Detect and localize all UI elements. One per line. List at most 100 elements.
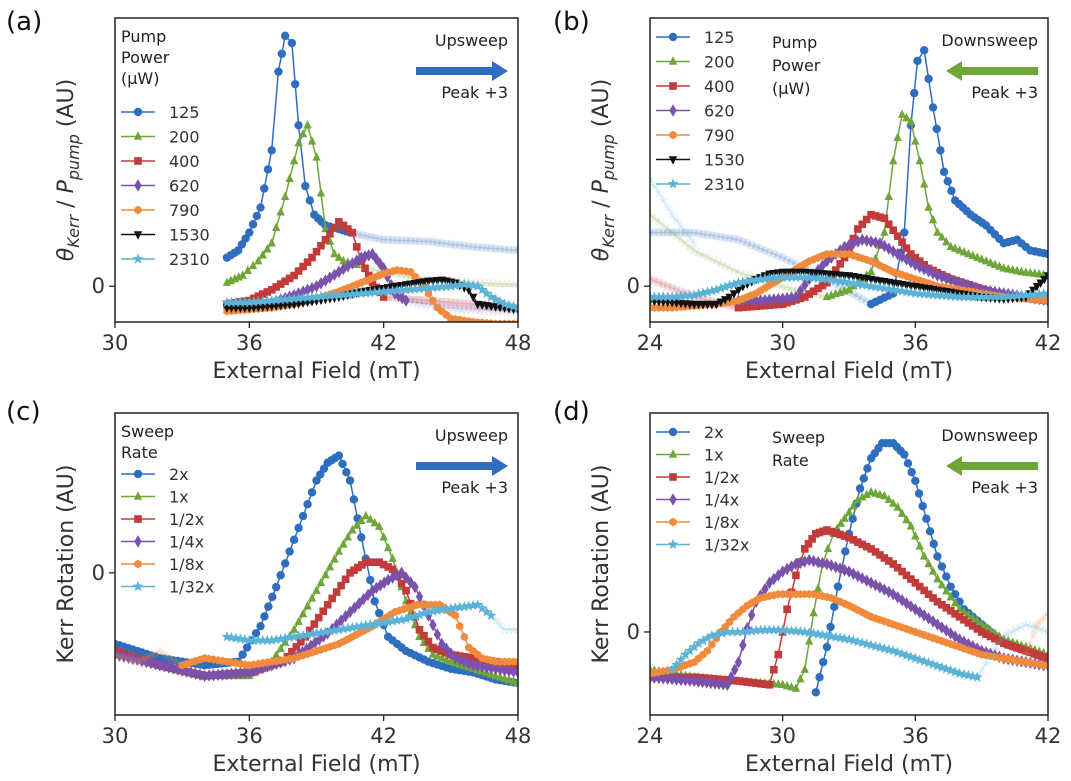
data-point <box>971 291 983 302</box>
legend-label: 1530 <box>704 151 745 170</box>
data-point <box>239 296 251 307</box>
data-point <box>316 188 326 197</box>
data-point <box>388 571 397 584</box>
data-point <box>986 257 995 267</box>
data-point <box>666 664 678 675</box>
faded-point <box>460 241 469 251</box>
data-point <box>657 291 669 302</box>
plot-area <box>650 45 1048 312</box>
data-point <box>353 243 361 251</box>
data-point <box>943 177 952 186</box>
faded-point <box>738 237 748 246</box>
faded-point <box>765 248 774 257</box>
data-point <box>373 286 385 297</box>
legend-label: 1x <box>169 488 189 507</box>
data-point <box>849 567 858 581</box>
data-point <box>854 225 862 233</box>
data-point <box>205 669 213 682</box>
data-point <box>862 574 871 587</box>
data-point <box>915 541 924 550</box>
data-point <box>418 607 430 618</box>
data-point <box>456 653 464 667</box>
data-point <box>258 290 267 298</box>
data-point <box>706 285 718 296</box>
data-point <box>885 242 893 255</box>
data-point <box>402 294 410 307</box>
data-point <box>962 291 974 302</box>
data-point <box>355 620 367 631</box>
sweep-label: Upsweep <box>435 426 508 445</box>
legend: Pump Power (μW) 125 200 400 620 790 1530 2310 <box>656 28 821 194</box>
data-point <box>794 625 806 637</box>
faded-point <box>694 294 703 302</box>
faded-point <box>503 624 515 635</box>
data-point <box>226 296 237 307</box>
data-point <box>396 614 407 625</box>
data-point <box>880 554 889 562</box>
data-point <box>248 260 258 270</box>
data-point <box>755 624 766 635</box>
data-point <box>290 271 298 280</box>
data-point <box>325 561 335 571</box>
data-point <box>790 271 802 282</box>
data-point <box>867 545 875 553</box>
data-point <box>314 613 323 622</box>
data-point <box>297 638 305 646</box>
data-point <box>933 552 942 561</box>
faded-point <box>659 280 668 289</box>
data-point <box>445 602 457 614</box>
data-point <box>783 291 791 305</box>
data-point <box>969 280 977 294</box>
data-point <box>867 576 875 590</box>
faded-point <box>662 201 674 213</box>
data-point <box>429 618 437 632</box>
data-point <box>756 294 765 307</box>
data-point <box>372 581 381 595</box>
faded-point <box>455 299 464 307</box>
legend-label: 2x <box>704 423 724 442</box>
data-point <box>743 303 752 311</box>
data-point <box>720 296 730 305</box>
data-point <box>777 271 789 282</box>
y-axis-label-part: / <box>54 193 79 214</box>
data-point <box>893 232 902 240</box>
faded-point <box>490 614 502 625</box>
data-point <box>370 597 379 606</box>
data-point <box>272 283 280 291</box>
faded-point <box>415 296 424 309</box>
x-axis-label: External Field (mT) <box>745 752 953 777</box>
faded-point <box>672 286 681 294</box>
data-point <box>366 575 375 585</box>
faded-point <box>685 228 694 237</box>
data-point <box>947 186 956 196</box>
faded-point <box>756 244 765 253</box>
data-point <box>911 531 920 540</box>
data-point <box>746 625 758 636</box>
data-point <box>315 626 327 638</box>
data-point <box>252 634 264 645</box>
data-point <box>334 451 344 460</box>
data-point <box>924 558 933 568</box>
data-point <box>288 647 296 656</box>
faded-point <box>1011 623 1023 634</box>
data-point <box>813 583 823 592</box>
data-point <box>350 566 358 575</box>
data-point <box>892 646 904 657</box>
data-point <box>291 79 300 89</box>
data-point <box>737 626 749 637</box>
data-point <box>248 220 258 229</box>
data-point <box>428 649 438 658</box>
data-point <box>733 276 744 288</box>
data-point <box>297 629 309 641</box>
data-point <box>151 657 159 671</box>
data-point <box>1044 296 1048 305</box>
data-point <box>995 637 1004 645</box>
data-point <box>848 514 857 523</box>
faded-point <box>707 231 717 240</box>
data-point <box>858 220 867 229</box>
legend-marker <box>132 580 144 592</box>
data-point <box>761 293 769 307</box>
data-point <box>334 252 344 261</box>
data-point <box>330 554 339 563</box>
data-point <box>275 633 287 644</box>
